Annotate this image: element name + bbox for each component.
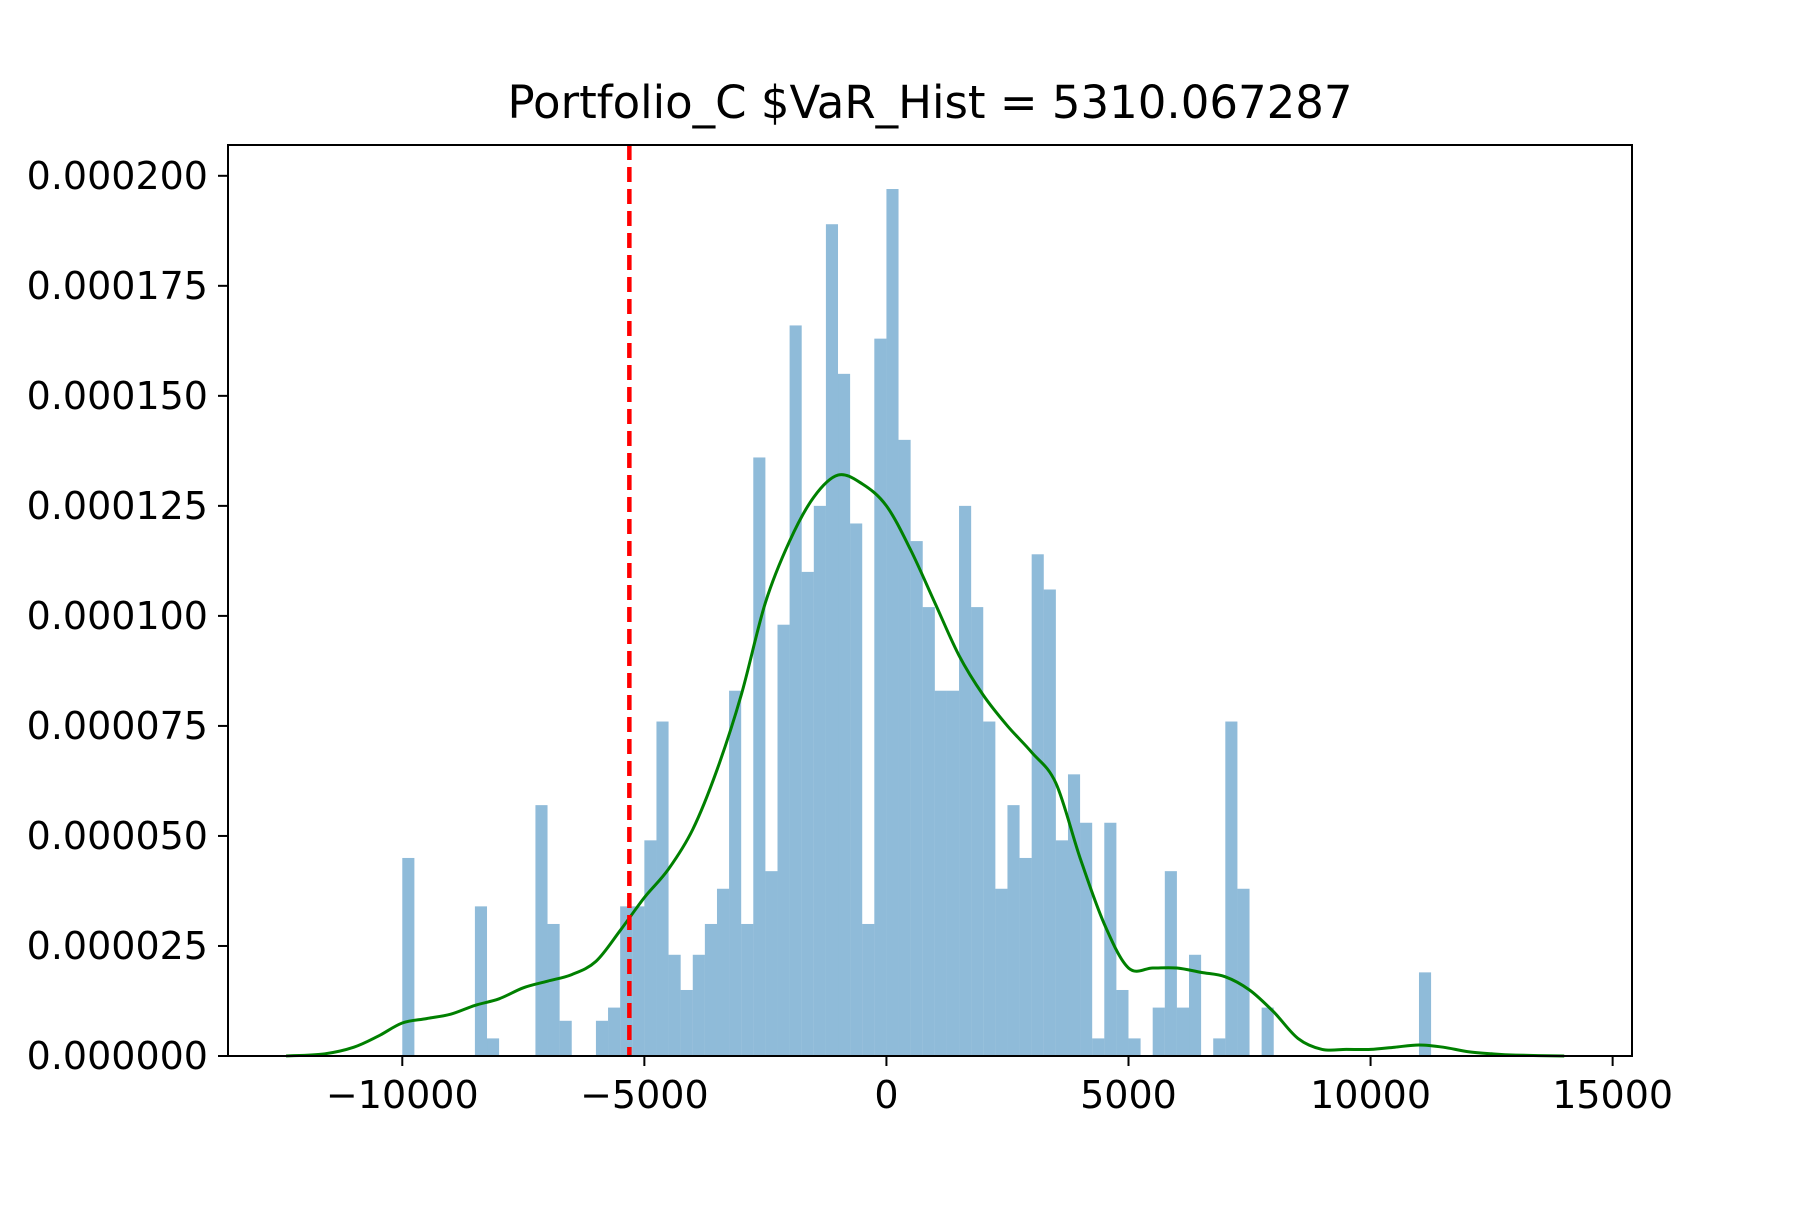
histogram-bar (704, 923, 717, 1056)
histogram-bar (741, 923, 754, 1056)
histogram-bar (1007, 805, 1020, 1056)
histogram-bar (971, 607, 984, 1056)
y-tick-label: 0.000175 (27, 264, 208, 308)
y-tick-label: 0.000075 (27, 704, 208, 748)
y-tick-label: 0.000050 (27, 814, 208, 858)
histogram-bar (789, 325, 802, 1056)
x-axis: −10000 −5000 0 5000 10000 15000 (326, 1056, 1673, 1117)
histogram-bar (1189, 954, 1202, 1056)
histogram-bar (656, 721, 669, 1056)
histogram-bar (753, 457, 766, 1057)
histogram-bar (995, 888, 1008, 1056)
x-tick-label: 15000 (1552, 1073, 1673, 1117)
kde-layer (286, 473, 1565, 1058)
histogram-bar (874, 338, 887, 1056)
histogram-bar (474, 906, 488, 1056)
histogram-bar (1092, 1038, 1105, 1056)
histogram-bar (547, 923, 560, 1056)
histogram-bar (910, 541, 923, 1056)
histogram-bar (1176, 1007, 1190, 1056)
histogram-bar (692, 954, 705, 1056)
histogram-bar (644, 840, 657, 1056)
x-tick-label: −5000 (580, 1073, 709, 1117)
histogram-bar (1225, 721, 1238, 1056)
y-axis: 0.000000 0.000025 0.000050 0.000075 0.000100… (27, 154, 228, 1078)
histogram-bar (487, 1038, 500, 1056)
histogram-bar (1261, 1007, 1274, 1056)
histogram-bar (1019, 857, 1032, 1056)
histogram-bar (402, 857, 415, 1056)
histogram-bar (668, 954, 681, 1056)
y-tick-label: 0.000100 (27, 594, 208, 638)
bars-layer (402, 189, 1432, 1057)
x-tick-label: −10000 (326, 1073, 479, 1117)
histogram-bar (1152, 1007, 1165, 1056)
histogram-bar (1164, 871, 1177, 1056)
histogram-bar (983, 721, 996, 1056)
histogram-bar (716, 888, 730, 1056)
y-tick-label: 0.000200 (27, 154, 208, 198)
histogram-bar (934, 690, 947, 1056)
histogram-bar (801, 571, 814, 1056)
histogram-bar (1418, 972, 1432, 1056)
histogram-bar (765, 871, 778, 1056)
histogram-bar (608, 1007, 621, 1056)
histogram-bar (813, 505, 826, 1056)
histogram-bar (862, 923, 875, 1056)
histogram-bar (1055, 840, 1068, 1056)
histogram-bar (959, 505, 972, 1056)
histogram-bar (1031, 554, 1044, 1056)
histogram-bar (1043, 589, 1056, 1056)
histogram-bar (595, 1020, 609, 1056)
histogram-bar (825, 224, 839, 1057)
x-tick-label: 10000 (1310, 1073, 1431, 1117)
x-tick-label: 5000 (1080, 1073, 1177, 1117)
kde-curve (286, 473, 1565, 1058)
histogram-bar (1067, 774, 1081, 1056)
histogram-bar (632, 906, 645, 1056)
histogram-bar (535, 805, 548, 1056)
y-tick-label: 0.000125 (27, 484, 208, 528)
histogram-bar (946, 690, 960, 1056)
histogram-bar (559, 1020, 572, 1056)
histogram-bar (886, 189, 899, 1056)
histogram-bar (1237, 888, 1250, 1056)
y-tick-label: 0.000150 (27, 374, 208, 418)
histogram-bar (777, 624, 790, 1056)
y-tick-label: 0.000025 (27, 924, 208, 968)
histogram-bar (838, 373, 851, 1057)
histogram-bar (1116, 989, 1129, 1056)
y-tick-label: 0.000000 (27, 1034, 208, 1078)
histogram-bar (729, 690, 742, 1056)
histogram-bar (922, 607, 935, 1056)
histogram-bar (680, 989, 693, 1056)
histogram-bar (1080, 822, 1093, 1056)
histogram-bar (898, 439, 911, 1056)
plot-area-frame (227, 144, 1633, 1057)
histogram-bar (1213, 1038, 1226, 1056)
x-tick-label: 0 (874, 1073, 898, 1117)
histogram-bar (850, 523, 863, 1056)
chart-title: Portfolio_C $VaR_Hist = 5310.067287 (508, 76, 1353, 129)
histogram-bar (1128, 1038, 1141, 1056)
